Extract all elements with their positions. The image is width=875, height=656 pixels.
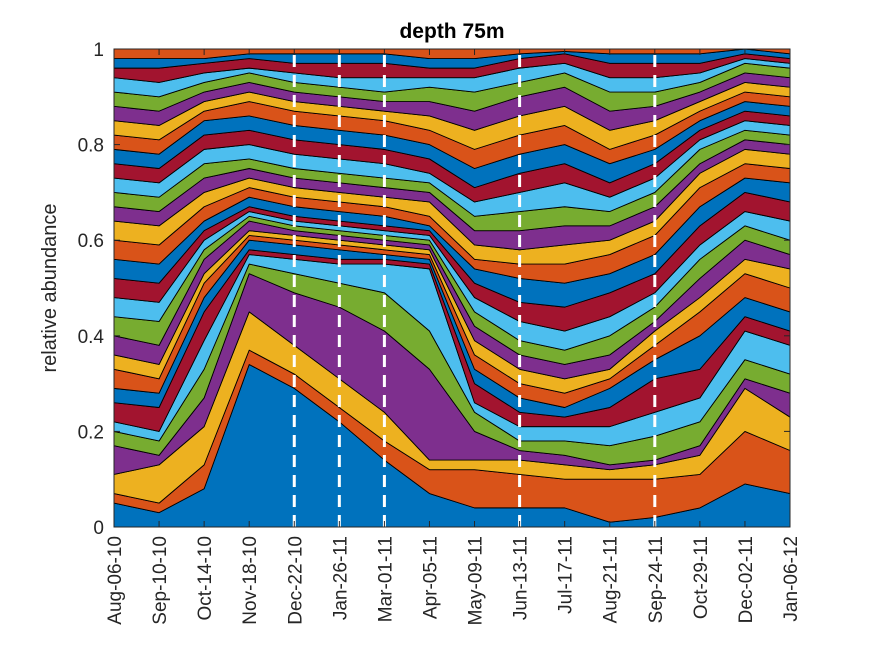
plot-box bbox=[113, 48, 791, 528]
y-tick-label: 0.2 bbox=[78, 422, 104, 443]
x-tick-label: Jun-13-11 bbox=[511, 536, 532, 620]
y-axis: 0 0.2 0.4 0.6 0.8 1 bbox=[78, 40, 790, 539]
x-tick-label: May-09-11 bbox=[466, 536, 487, 625]
x-tick-label: Dec-22-10 bbox=[285, 536, 306, 625]
x-tick-label: Aug-06-10 bbox=[105, 536, 126, 625]
y-tick-label: 0.8 bbox=[78, 136, 104, 157]
x-tick-label: Oct-14-10 bbox=[195, 536, 216, 620]
y-tick-label: 0 bbox=[93, 518, 104, 539]
x-tick-label: Nov-18-10 bbox=[240, 536, 261, 625]
x-tick-label: Apr-05-11 bbox=[420, 536, 441, 619]
x-tick-label: Aug-21-11 bbox=[601, 536, 622, 623]
x-tick-label: Sep-10-10 bbox=[150, 536, 171, 625]
x-tick-label: Jan-26-11 bbox=[330, 536, 351, 620]
x-axis: Aug-06-10 Sep-10-10 Oct-14-10 Nov-18-10 Dec-… bbox=[105, 49, 802, 625]
x-tick-label: Oct-29-11 bbox=[691, 536, 712, 619]
x-tick-label: Dec-02-11 bbox=[736, 536, 757, 623]
y-tick-label: 0.6 bbox=[78, 231, 104, 252]
x-tick-label: Jan-06-12 bbox=[781, 536, 802, 622]
x-tick-label: Mar-01-11 bbox=[375, 536, 396, 622]
y-tick-label: 1 bbox=[93, 40, 104, 61]
y-tick-label: 0.4 bbox=[78, 327, 105, 348]
y-axis-label: relative abundance bbox=[39, 203, 61, 372]
chart-title: depth 75m bbox=[399, 20, 504, 43]
x-tick-label: Jul-17-11 bbox=[556, 536, 577, 614]
area-layers bbox=[113, 48, 791, 528]
x-tick-label: Sep-24-11 bbox=[646, 536, 667, 623]
